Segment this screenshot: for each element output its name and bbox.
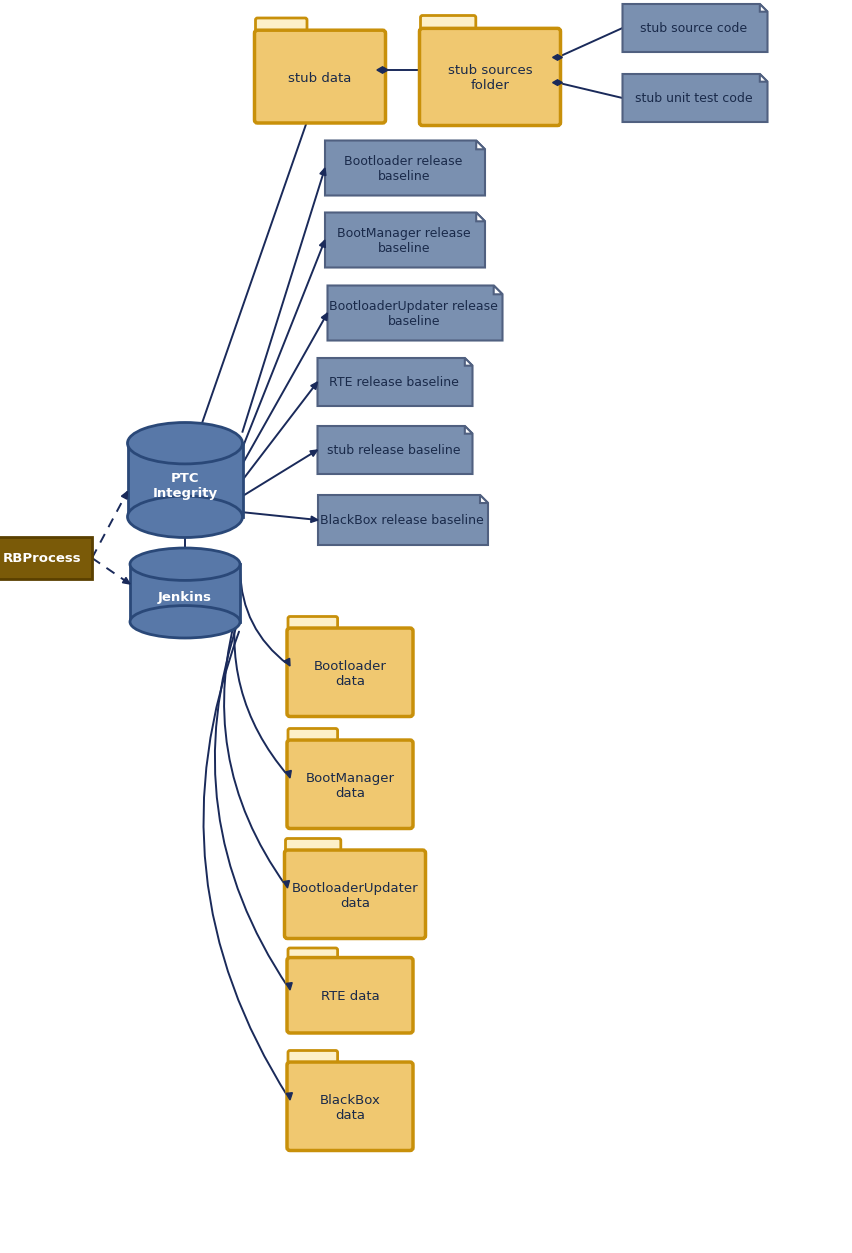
FancyBboxPatch shape (288, 616, 337, 642)
Polygon shape (286, 982, 292, 990)
Polygon shape (480, 495, 488, 502)
Text: Bootloader release
baseline: Bootloader release baseline (344, 155, 463, 183)
Text: stub source code: stub source code (641, 23, 747, 35)
Polygon shape (285, 771, 291, 778)
Text: RBProcess: RBProcess (3, 551, 81, 565)
FancyBboxPatch shape (287, 741, 413, 828)
Polygon shape (493, 286, 503, 294)
Text: BootloaderUpdater release
baseline: BootloaderUpdater release baseline (329, 301, 498, 328)
Text: PTC
Integrity: PTC Integrity (153, 472, 217, 500)
Polygon shape (284, 658, 290, 667)
Polygon shape (325, 213, 485, 267)
Polygon shape (128, 444, 243, 516)
FancyBboxPatch shape (256, 18, 307, 44)
Polygon shape (318, 426, 473, 474)
Text: RTE release baseline: RTE release baseline (329, 376, 458, 390)
FancyBboxPatch shape (287, 957, 413, 1032)
FancyBboxPatch shape (419, 29, 561, 125)
Polygon shape (320, 241, 325, 248)
Polygon shape (123, 578, 130, 584)
Text: Jenkins: Jenkins (158, 591, 212, 604)
Ellipse shape (130, 605, 240, 638)
Polygon shape (318, 495, 488, 545)
Polygon shape (286, 1093, 292, 1100)
FancyBboxPatch shape (285, 850, 425, 938)
FancyBboxPatch shape (255, 30, 385, 123)
FancyBboxPatch shape (285, 838, 341, 863)
Polygon shape (465, 426, 473, 434)
Text: Bootloader
data: Bootloader data (314, 659, 387, 688)
Text: stub data: stub data (288, 71, 352, 84)
FancyBboxPatch shape (288, 949, 337, 970)
FancyBboxPatch shape (288, 728, 337, 753)
FancyBboxPatch shape (287, 1063, 413, 1150)
Polygon shape (553, 55, 562, 60)
Ellipse shape (130, 548, 240, 580)
Polygon shape (325, 140, 485, 195)
Polygon shape (760, 74, 768, 81)
Text: BootManager
data: BootManager data (306, 772, 394, 799)
Polygon shape (311, 516, 318, 523)
Polygon shape (311, 382, 318, 390)
Ellipse shape (128, 422, 243, 464)
FancyBboxPatch shape (0, 538, 92, 579)
Polygon shape (553, 80, 562, 85)
Polygon shape (377, 66, 389, 73)
Text: BlackBox
data: BlackBox data (320, 1094, 381, 1121)
Polygon shape (310, 450, 318, 456)
Polygon shape (327, 286, 503, 341)
Text: BootloaderUpdater
data: BootloaderUpdater data (291, 882, 418, 910)
Text: stub sources
folder: stub sources folder (447, 64, 532, 93)
Text: BlackBox release baseline: BlackBox release baseline (320, 515, 484, 528)
Polygon shape (130, 564, 240, 621)
Polygon shape (760, 4, 768, 11)
Polygon shape (476, 140, 485, 149)
Text: stub release baseline: stub release baseline (327, 445, 461, 457)
Polygon shape (318, 358, 473, 406)
Polygon shape (623, 74, 768, 122)
Text: stub unit test code: stub unit test code (635, 93, 752, 105)
FancyBboxPatch shape (288, 1050, 337, 1075)
Polygon shape (321, 313, 327, 321)
Polygon shape (320, 168, 326, 175)
Polygon shape (283, 881, 290, 888)
Ellipse shape (128, 496, 243, 538)
Polygon shape (623, 4, 768, 53)
FancyBboxPatch shape (421, 15, 475, 43)
Text: RTE data: RTE data (320, 990, 379, 1002)
Polygon shape (122, 491, 128, 499)
Polygon shape (465, 358, 473, 366)
FancyBboxPatch shape (287, 628, 413, 717)
Polygon shape (476, 213, 485, 222)
Text: BootManager release
baseline: BootManager release baseline (337, 227, 470, 256)
